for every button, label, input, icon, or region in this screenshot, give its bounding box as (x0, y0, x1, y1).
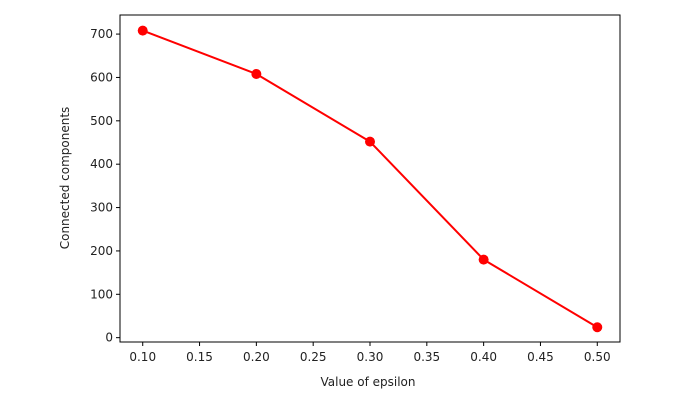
x-tick-label: 0.45 (527, 350, 554, 364)
y-tick-label: 600 (90, 70, 113, 84)
data-point (592, 322, 603, 333)
data-point (478, 254, 489, 265)
y-axis-label: Connected components (58, 107, 72, 250)
x-axis-label: Value of epsilon (320, 375, 415, 389)
plot-frame (119, 14, 621, 343)
x-tick-label: 0.40 (470, 350, 497, 364)
x-tick-label: 0.20 (243, 350, 270, 364)
y-tick-label: 0 (105, 331, 113, 345)
x-tick-label: 0.15 (186, 350, 213, 364)
y-tick-label: 400 (90, 157, 113, 171)
plot-area (119, 14, 621, 343)
data-point (251, 68, 262, 79)
y-tick-label: 100 (90, 287, 113, 301)
y-tick-label: 300 (90, 201, 113, 215)
y-tick-label: 500 (90, 114, 113, 128)
data-point (137, 25, 148, 36)
x-tick-label: 0.35 (413, 350, 440, 364)
y-tick-label: 200 (90, 244, 113, 258)
y-axis: 0 100 200 300 400 500 600 700 (90, 27, 120, 345)
x-tick-label: 0.10 (129, 350, 156, 364)
y-tick-label: 700 (90, 27, 113, 41)
x-axis: 0.10 0.15 0.20 0.25 0.30 0.35 0.40 0.45 0.50 (129, 342, 611, 364)
x-tick-label: 0.25 (300, 350, 327, 364)
x-tick-label: 0.30 (357, 350, 384, 364)
x-tick-label: 0.50 (584, 350, 611, 364)
data-point (365, 136, 375, 147)
